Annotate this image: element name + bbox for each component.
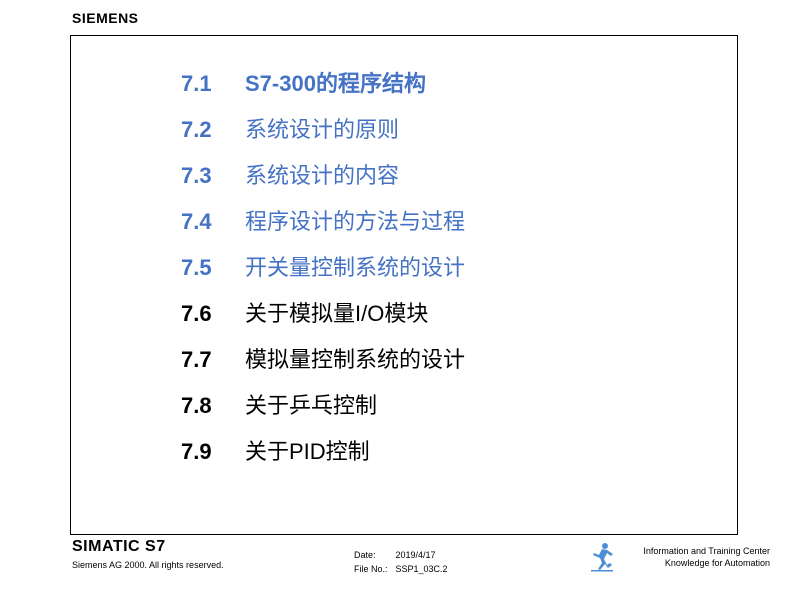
footer-right-line2: Knowledge for Automation: [643, 558, 770, 570]
runner-icon: [589, 542, 615, 572]
date-value: 2019/4/17: [396, 550, 448, 562]
toc-item[interactable]: 7.3系统设计的内容: [181, 158, 737, 190]
toc-number: 7.7: [181, 347, 245, 373]
toc-list: 7.1S7-300的程序结构7.2系统设计的原则7.3系统设计的内容7.4程序设…: [181, 66, 737, 466]
toc-title: 关于模拟量I/O模块: [245, 296, 428, 328]
toc-title: 模拟量控制系统的设计: [245, 342, 465, 374]
toc-number: 7.8: [181, 393, 245, 419]
file-value: SSP1_03C.2: [396, 564, 448, 576]
footer-left: SIMATIC S7 Siemens AG 2000. All rights r…: [72, 538, 224, 570]
toc-number: 7.2: [181, 117, 245, 143]
toc-number: 7.3: [181, 163, 245, 189]
toc-title: 关于PID控制: [245, 434, 370, 466]
toc-item: 7.9关于PID控制: [181, 434, 737, 466]
content-box: 7.1S7-300的程序结构7.2系统设计的原则7.3系统设计的内容7.4程序设…: [70, 35, 738, 535]
toc-title: 关于乒乓控制: [245, 388, 377, 420]
toc-item: 7.6关于模拟量I/O模块: [181, 296, 737, 328]
footer-right-line1: Information and Training Center: [643, 546, 770, 558]
toc-title: 系统设计的内容: [245, 158, 399, 190]
toc-number: 7.9: [181, 439, 245, 465]
toc-item[interactable]: 7.2系统设计的原则: [181, 112, 737, 144]
toc-title: S7-300的程序结构: [245, 66, 426, 98]
brand-header: SIEMENS: [72, 10, 139, 26]
footer: SIMATIC S7 Siemens AG 2000. All rights r…: [72, 538, 770, 588]
toc-number: 7.1: [181, 71, 245, 97]
footer-copyright: Siemens AG 2000. All rights reserved.: [72, 560, 224, 570]
toc-number: 7.5: [181, 255, 245, 281]
footer-title: SIMATIC S7: [72, 538, 224, 556]
footer-center: Date: 2019/4/17 File No.: SSP1_03C.2: [352, 548, 450, 577]
toc-title: 程序设计的方法与过程: [245, 204, 465, 236]
file-label: File No.:: [354, 564, 394, 576]
toc-item: 7.7模拟量控制系统的设计: [181, 342, 737, 374]
toc-number: 7.6: [181, 301, 245, 327]
toc-item[interactable]: 7.4程序设计的方法与过程: [181, 204, 737, 236]
date-label: Date:: [354, 550, 394, 562]
toc-number: 7.4: [181, 209, 245, 235]
toc-title: 系统设计的原则: [245, 112, 399, 144]
footer-right: Information and Training Center Knowledg…: [643, 546, 770, 569]
toc-title: 开关量控制系统的设计: [245, 250, 465, 282]
brand-text: SIEMENS: [72, 10, 139, 26]
toc-item: 7.8关于乒乓控制: [181, 388, 737, 420]
toc-item[interactable]: 7.1S7-300的程序结构: [181, 66, 737, 98]
toc-item[interactable]: 7.5开关量控制系统的设计: [181, 250, 737, 282]
